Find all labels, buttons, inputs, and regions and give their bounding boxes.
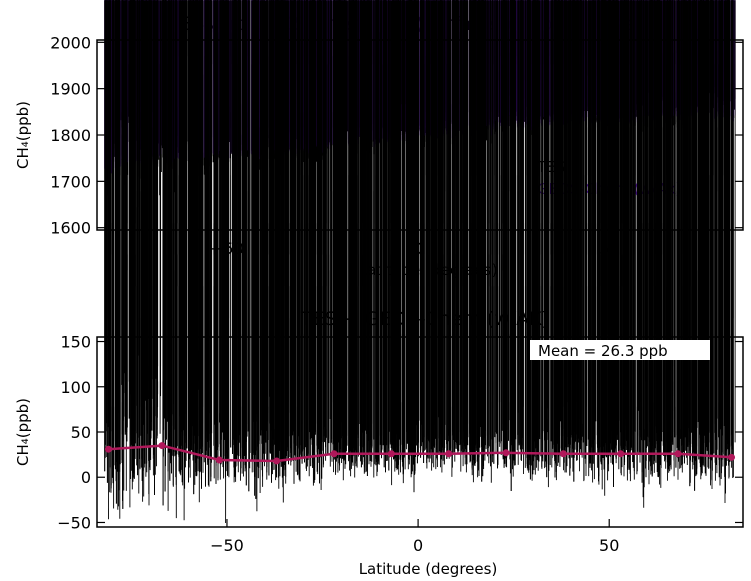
bottom-chart-points [104,0,736,524]
y-tick-label: 1800 [50,126,91,145]
y-tick-label: 2000 [50,33,91,52]
y-tick-label: 1900 [50,80,91,99]
bottom-chart: TES − GEOS-Chem (w/AK) −50 0 50−5005010015… [14,0,744,578]
y-tick-label: 1700 [50,172,91,191]
top-chart-ylabel: CH₄(ppb) [14,101,32,169]
y-tick-label: 1600 [50,219,91,238]
